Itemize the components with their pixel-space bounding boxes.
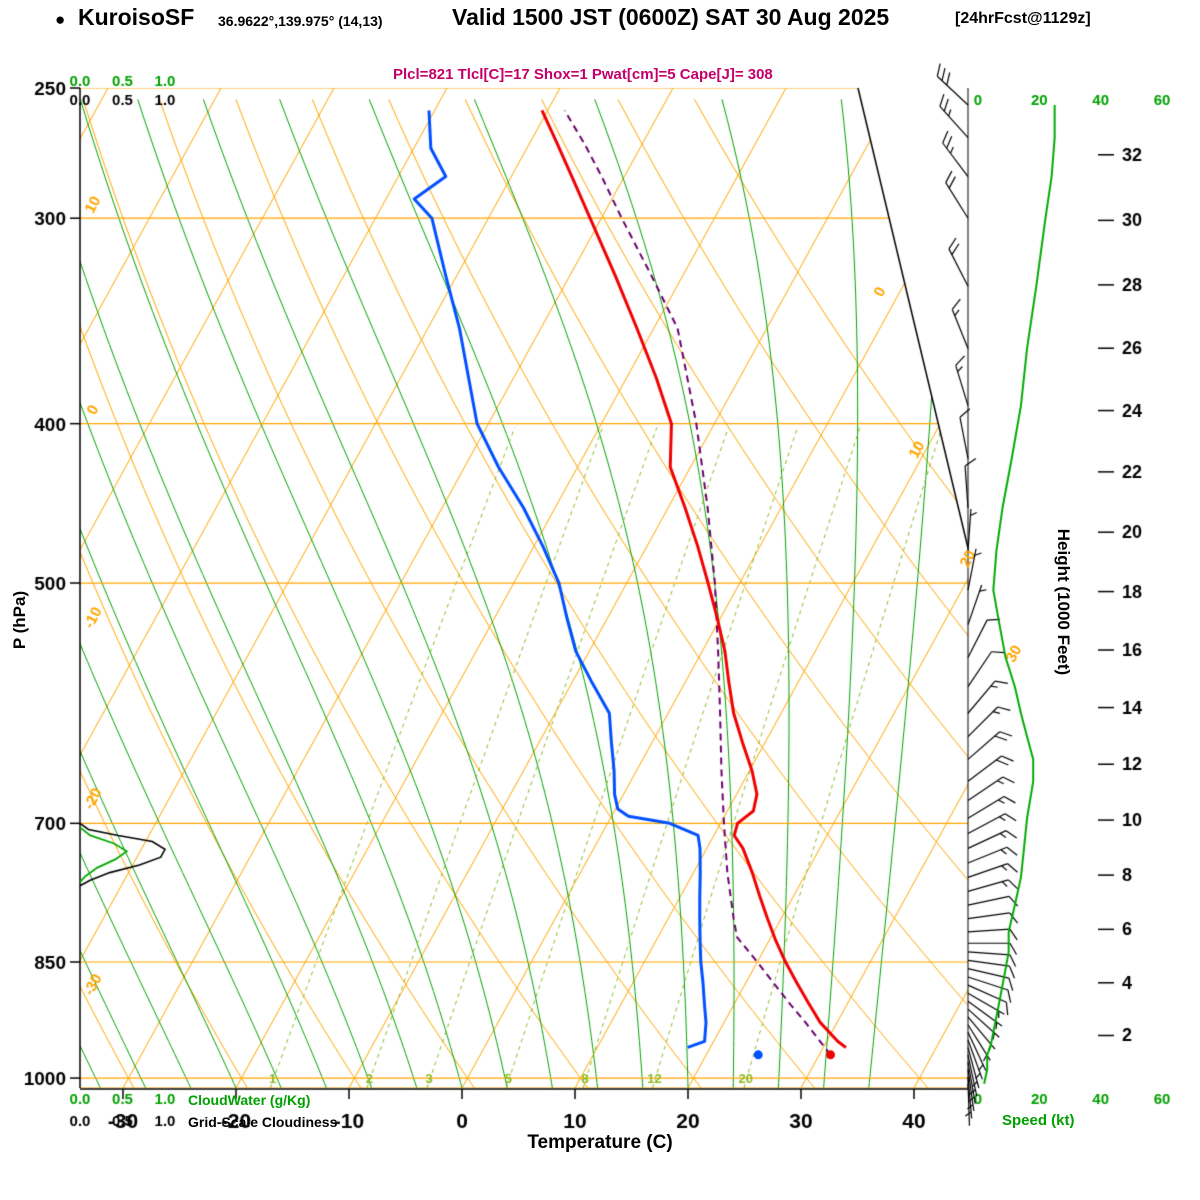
- height-axis-label: Height (1000 Feet): [1054, 528, 1073, 676]
- forecast-tag: [24hrFcst@1129z]: [955, 10, 1091, 27]
- speed-axis-label: Speed (kt): [1002, 1112, 1075, 1129]
- title-bullet-icon: ●: [55, 10, 66, 29]
- station-name: KuroisoSF: [78, 4, 195, 30]
- pressure-axis-label: P (hPa): [10, 590, 29, 650]
- valid-time-title: Valid 1500 JST (0600Z) SAT 30 Aug 2025: [452, 4, 890, 30]
- temperature-axis-label: Temperature (C): [527, 1132, 673, 1153]
- stability-indices: Plcl=821 Tlcl[C]=17 Shox=1 Pwat[cm]=5 Ca…: [393, 66, 773, 83]
- cloudwater-scale-label: CloudWater (g/Kg): [188, 1092, 311, 1108]
- cloudiness-scale-label: Grid-Scale Cloudiness: [188, 1114, 338, 1130]
- station-coordinates: 36.9622°,139.975° (14,13): [218, 13, 383, 29]
